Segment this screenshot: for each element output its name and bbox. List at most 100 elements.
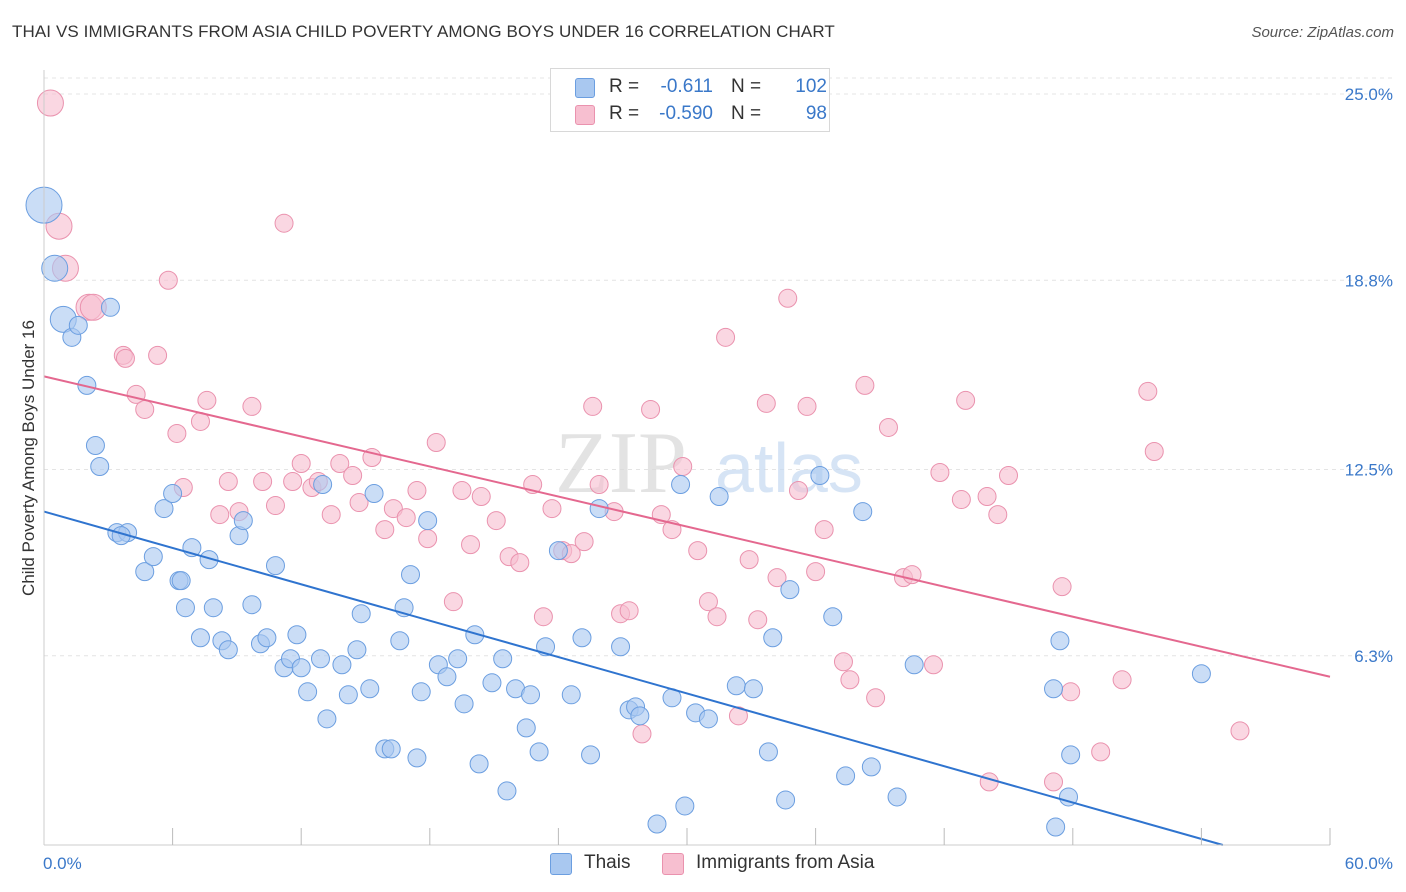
data-point-thais (493, 649, 513, 669)
data-point-thais (407, 748, 427, 768)
data-point-asia (343, 466, 363, 486)
data-point-asia (396, 508, 416, 528)
trendline-thais (43, 510, 1224, 846)
legend-swatch-thais (550, 853, 572, 875)
data-point-asia (461, 535, 481, 555)
data-point-asia (698, 592, 718, 612)
data-point-thais (454, 694, 474, 714)
data-point-thais (1050, 631, 1070, 651)
data-point-thais (338, 685, 358, 705)
data-point-thais (810, 466, 830, 486)
data-point-asia (1230, 721, 1250, 741)
data-point-thais (437, 667, 457, 687)
y-tick-label: 6.3% (1354, 647, 1393, 666)
data-point-thais (1061, 745, 1081, 765)
data-point-thais (698, 709, 718, 729)
legend-n-value-asia: 98 (805, 103, 827, 124)
data-point-asia (840, 670, 860, 690)
data-point-asia (814, 520, 834, 540)
data-point-asia (443, 592, 463, 612)
data-point-thais (199, 550, 219, 570)
data-point-asia (321, 505, 341, 525)
data-point-thais (418, 511, 438, 531)
y-tick-layer: 6.3% 12.5% 18.8% 25.0% (1345, 85, 1393, 666)
points-layer (25, 89, 1250, 837)
data-point-asia (330, 454, 350, 474)
data-point-asia (956, 390, 976, 410)
data-point-thais (647, 814, 667, 834)
data-point-asia (797, 396, 817, 416)
data-point-thais (1191, 664, 1211, 684)
data-point-thais (291, 658, 311, 678)
data-point-asia (242, 396, 262, 416)
data-point-thais (709, 487, 729, 507)
legend-n-label: N = (731, 103, 762, 124)
x-tick-label-min: 0.0% (43, 854, 82, 873)
data-point-thais (581, 745, 601, 765)
data-point-thais (175, 598, 195, 618)
data-point-thais (611, 637, 631, 657)
data-point-thais (298, 682, 318, 702)
stats-legend: R = -0.611 N = 102 R = -0.590 N = 98 (550, 68, 830, 132)
data-point-thais (364, 484, 384, 504)
data-point-thais (351, 604, 371, 624)
data-point-asia (349, 493, 369, 513)
data-point-thais (726, 676, 746, 696)
data-point-asia (533, 607, 553, 627)
data-point-asia (748, 610, 768, 630)
data-point-thais (190, 628, 210, 648)
data-point-thais (347, 640, 367, 660)
watermark-zip: ZIP (555, 415, 687, 512)
data-point-asia (988, 505, 1008, 525)
data-point-asia (486, 511, 506, 531)
data-point-asia (1144, 441, 1164, 461)
data-point-thais (836, 766, 856, 786)
data-point-asia (930, 463, 950, 483)
data-point-asia (1091, 742, 1111, 762)
data-point-thais (465, 625, 485, 645)
data-point-asia (1112, 670, 1132, 690)
data-point-asia (739, 550, 759, 570)
data-point-asia (707, 607, 727, 627)
legend-swatch-asia (575, 105, 595, 125)
data-point-thais (287, 625, 307, 645)
data-point-asia (767, 568, 787, 588)
data-point-asia (542, 499, 562, 519)
data-point-thais (360, 679, 380, 699)
data-point-thais (233, 511, 253, 531)
data-point-thais (154, 499, 174, 519)
data-point-thais (572, 628, 592, 648)
data-point-thais (203, 598, 223, 618)
data-point-thais (163, 484, 183, 504)
data-point-thais (675, 796, 695, 816)
data-point-asia (418, 529, 438, 549)
legend-swatch-thais (575, 78, 595, 98)
x-tick-label-max: 60.0% (1345, 854, 1393, 873)
data-point-asia (866, 688, 886, 708)
data-point-asia (375, 520, 395, 540)
data-point-asia (688, 541, 708, 561)
legend-n-value-thais: 102 (795, 76, 827, 97)
data-point-thais (381, 739, 401, 759)
trendline-asia (43, 375, 1331, 678)
data-point-thais (313, 475, 333, 495)
data-point-asia (788, 481, 808, 501)
data-point-thais (390, 631, 410, 651)
data-point-thais (521, 685, 541, 705)
data-point-asia (283, 472, 303, 492)
legend-r-value-asia: -0.590 (659, 103, 713, 124)
data-point-thais (317, 709, 337, 729)
data-point-asia (291, 454, 311, 474)
data-point-asia (923, 655, 943, 675)
data-point-thais (310, 649, 330, 669)
data-point-thais (218, 640, 238, 660)
data-point-thais (448, 649, 468, 669)
legend-label-asia: Immigrants from Asia (696, 852, 875, 873)
data-point-asia (778, 288, 798, 308)
data-point-thais (257, 628, 277, 648)
source-label: Source: ZipAtlas.com (1251, 24, 1394, 41)
data-point-asia (833, 652, 853, 672)
data-point-thais (671, 475, 691, 495)
data-point-thais (630, 706, 650, 726)
